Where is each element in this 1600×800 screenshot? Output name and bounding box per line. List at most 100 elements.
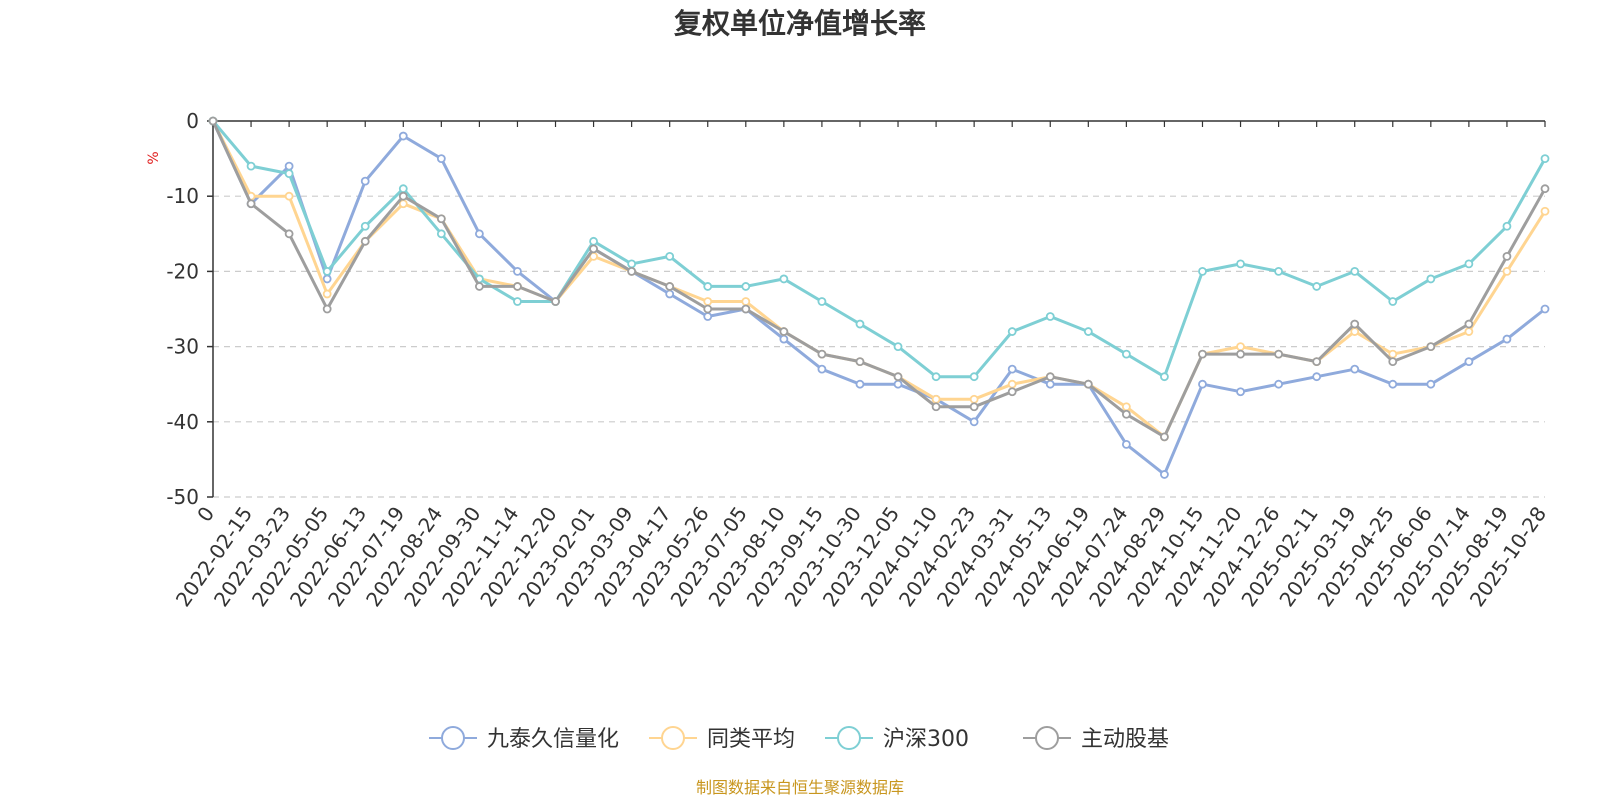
data-point xyxy=(1350,364,1360,374)
y-tick-label: 0 xyxy=(186,109,199,133)
legend-item-3[interactable]: 主动股基 xyxy=(1023,726,1169,752)
legend-label: 九泰久信量化 xyxy=(487,727,619,752)
data-point xyxy=(741,304,751,314)
data-point xyxy=(779,334,789,344)
legend-marker xyxy=(661,726,685,750)
data-point xyxy=(1312,357,1322,367)
data-point xyxy=(1274,349,1283,359)
series-line-2 xyxy=(211,119,1547,379)
data-point xyxy=(817,349,827,359)
data-point xyxy=(1426,342,1436,352)
data-point xyxy=(893,372,903,382)
data-point xyxy=(1350,266,1360,276)
data-point xyxy=(1160,470,1169,479)
data-point xyxy=(741,297,751,306)
data-point xyxy=(1236,342,1245,352)
data-point xyxy=(969,394,979,404)
data-point xyxy=(360,221,370,231)
data-point xyxy=(208,116,218,126)
data-point xyxy=(1007,379,1017,389)
data-point xyxy=(360,176,370,186)
y-tick-label: -30 xyxy=(166,335,199,359)
x-axis-ticks: 02022-02-152022-03-232022-05-052022-06-1… xyxy=(171,121,1551,611)
data-point xyxy=(1236,349,1245,359)
data-point xyxy=(1045,312,1055,321)
data-point xyxy=(665,282,675,291)
data-point xyxy=(1350,327,1360,336)
data-point xyxy=(1121,409,1131,419)
y-tick-label: -20 xyxy=(166,259,199,283)
data-point xyxy=(513,297,522,306)
data-point xyxy=(1540,154,1550,164)
data-point xyxy=(779,274,789,284)
data-point xyxy=(703,297,713,306)
data-point xyxy=(1198,349,1207,359)
data-point xyxy=(969,402,979,412)
data-point xyxy=(703,312,713,321)
legend-marker xyxy=(441,726,465,750)
data-point xyxy=(1198,266,1207,276)
legend-label: 主动股基 xyxy=(1081,727,1169,752)
legend-label: 同类平均 xyxy=(707,727,795,752)
data-point xyxy=(398,131,408,141)
data-point xyxy=(436,214,446,224)
axes xyxy=(212,120,1545,497)
data-point xyxy=(1540,304,1550,314)
data-point xyxy=(1426,274,1436,284)
chart-title: 复权单位净值增长率 xyxy=(674,7,926,40)
data-point xyxy=(1502,221,1512,231)
data-point xyxy=(1502,251,1512,261)
y-tick-label: -40 xyxy=(166,410,199,434)
data-point xyxy=(360,236,370,246)
data-point xyxy=(1083,379,1093,389)
data-point xyxy=(1198,379,1207,389)
data-point xyxy=(1007,364,1017,374)
series-0 xyxy=(208,116,1550,479)
data-point xyxy=(436,154,446,164)
data-point xyxy=(627,259,637,269)
legend-item-0[interactable]: 九泰久信量化 xyxy=(429,726,619,752)
data-point xyxy=(969,417,979,427)
series-1 xyxy=(208,116,1550,442)
data-point xyxy=(474,229,484,239)
data-point xyxy=(474,282,484,291)
data-point xyxy=(855,319,865,329)
data-point xyxy=(969,372,979,382)
data-point xyxy=(513,266,522,276)
data-point xyxy=(322,274,332,284)
data-point xyxy=(513,282,522,291)
data-point xyxy=(284,229,294,239)
data-point xyxy=(1045,372,1055,382)
data-point xyxy=(855,357,865,367)
data-point xyxy=(589,236,598,246)
legend-item-1[interactable]: 同类平均 xyxy=(649,726,795,752)
data-point xyxy=(284,191,294,201)
data-point xyxy=(1007,327,1017,336)
data-point xyxy=(1312,372,1322,382)
data-point xyxy=(893,379,903,389)
legend-marker xyxy=(1035,726,1059,750)
data-point xyxy=(1464,319,1474,329)
data-point xyxy=(322,289,332,299)
data-point xyxy=(1464,357,1474,367)
legend-item-2[interactable]: 沪深300 xyxy=(825,726,969,752)
data-point xyxy=(703,282,713,291)
series-line-0 xyxy=(211,119,1547,476)
legend[interactable]: 九泰久信量化 同类平均 沪深300 主动股基 xyxy=(429,726,1169,752)
data-point xyxy=(1274,266,1283,276)
series-line-1 xyxy=(211,119,1547,439)
data-point xyxy=(665,289,675,299)
data-point xyxy=(436,229,446,239)
data-point xyxy=(1388,349,1398,359)
data-point xyxy=(322,266,332,276)
data-point xyxy=(398,184,408,194)
series-3 xyxy=(208,116,1550,442)
data-point xyxy=(1274,379,1283,389)
data-point xyxy=(779,327,789,336)
data-point xyxy=(589,244,598,254)
data-point xyxy=(931,394,941,404)
y-axis-ticks: 0 -10 -20 -30 -40 -50 xyxy=(166,109,213,509)
gridlines xyxy=(213,195,1545,498)
x-tick-label: 0 xyxy=(192,502,219,526)
